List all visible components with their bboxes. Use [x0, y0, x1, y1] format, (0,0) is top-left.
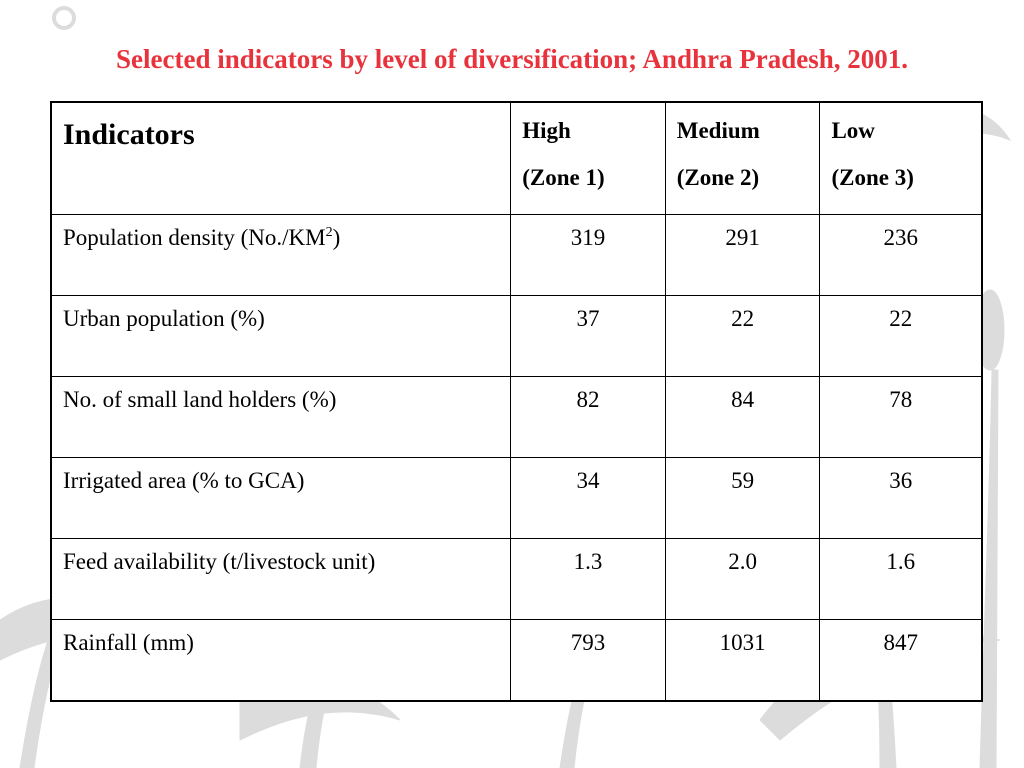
header-high: High (Zone 1) [510, 101, 666, 215]
cell-low: 78 [819, 376, 983, 458]
table-row: Population density (No./KM2) 319 291 236 [50, 214, 983, 296]
cell-high: 1.3 [510, 538, 666, 620]
cell-low: 1.6 [819, 538, 983, 620]
table-row: Irrigated area (% to GCA) 34 59 36 [50, 457, 983, 539]
cell-high: 793 [510, 619, 666, 702]
header-medium-label: Medium [676, 118, 760, 143]
row-label: Feed availability (t/livestock unit) [50, 538, 512, 620]
header-indicators-label: Indicators [63, 118, 195, 151]
cell-medium: 291 [664, 214, 821, 296]
cell-low: 36 [819, 457, 983, 539]
cell-low: 847 [819, 619, 983, 702]
header-indicators: Indicators [50, 101, 512, 215]
grain-stalk-far-right [979, 369, 999, 768]
cell-high: 319 [510, 214, 666, 296]
table-row: Urban population (%) 37 22 22 [50, 295, 983, 377]
header-medium-zone: (Zone 2) [676, 165, 760, 190]
table-row: No. of small land holders (%) 82 84 78 [50, 376, 983, 458]
header-high-zone: (Zone 1) [522, 165, 605, 190]
indicators-table: Indicators High (Zone 1) Medium (Zone 2) L… [50, 101, 983, 702]
cell-high: 34 [510, 457, 666, 539]
page-title: Selected indicators by level of diversif… [116, 44, 908, 74]
row-label: Irrigated area (% to GCA) [50, 457, 512, 539]
header-low-label: Low [831, 118, 875, 143]
cell-high: 82 [510, 376, 666, 458]
header-low-zone: (Zone 3) [831, 165, 914, 190]
row-label: Population density (No./KM2) [50, 214, 512, 296]
cell-medium: 1031 [664, 619, 821, 702]
cell-medium: 2.0 [664, 538, 821, 620]
cell-medium: 59 [664, 457, 821, 539]
row-label: No. of small land holders (%) [50, 376, 512, 458]
emblem-icon [52, 6, 76, 30]
table-row: Feed availability (t/livestock unit) 1.3… [50, 538, 983, 620]
cell-low: 236 [819, 214, 983, 296]
table-row: Rainfall (mm) 793 1031 847 [50, 619, 983, 702]
table-header-row: Indicators High (Zone 1) Medium (Zone 2) L… [50, 101, 983, 215]
cell-high: 37 [510, 295, 666, 377]
cell-low: 22 [819, 295, 983, 377]
row-label: Urban population (%) [50, 295, 512, 377]
header-high-label: High [522, 118, 571, 143]
cell-medium: 84 [664, 376, 821, 458]
cell-medium: 22 [664, 295, 821, 377]
header-low: Low (Zone 3) [819, 101, 983, 215]
header-medium: Medium (Zone 2) [664, 101, 821, 215]
row-label: Rainfall (mm) [50, 619, 512, 702]
